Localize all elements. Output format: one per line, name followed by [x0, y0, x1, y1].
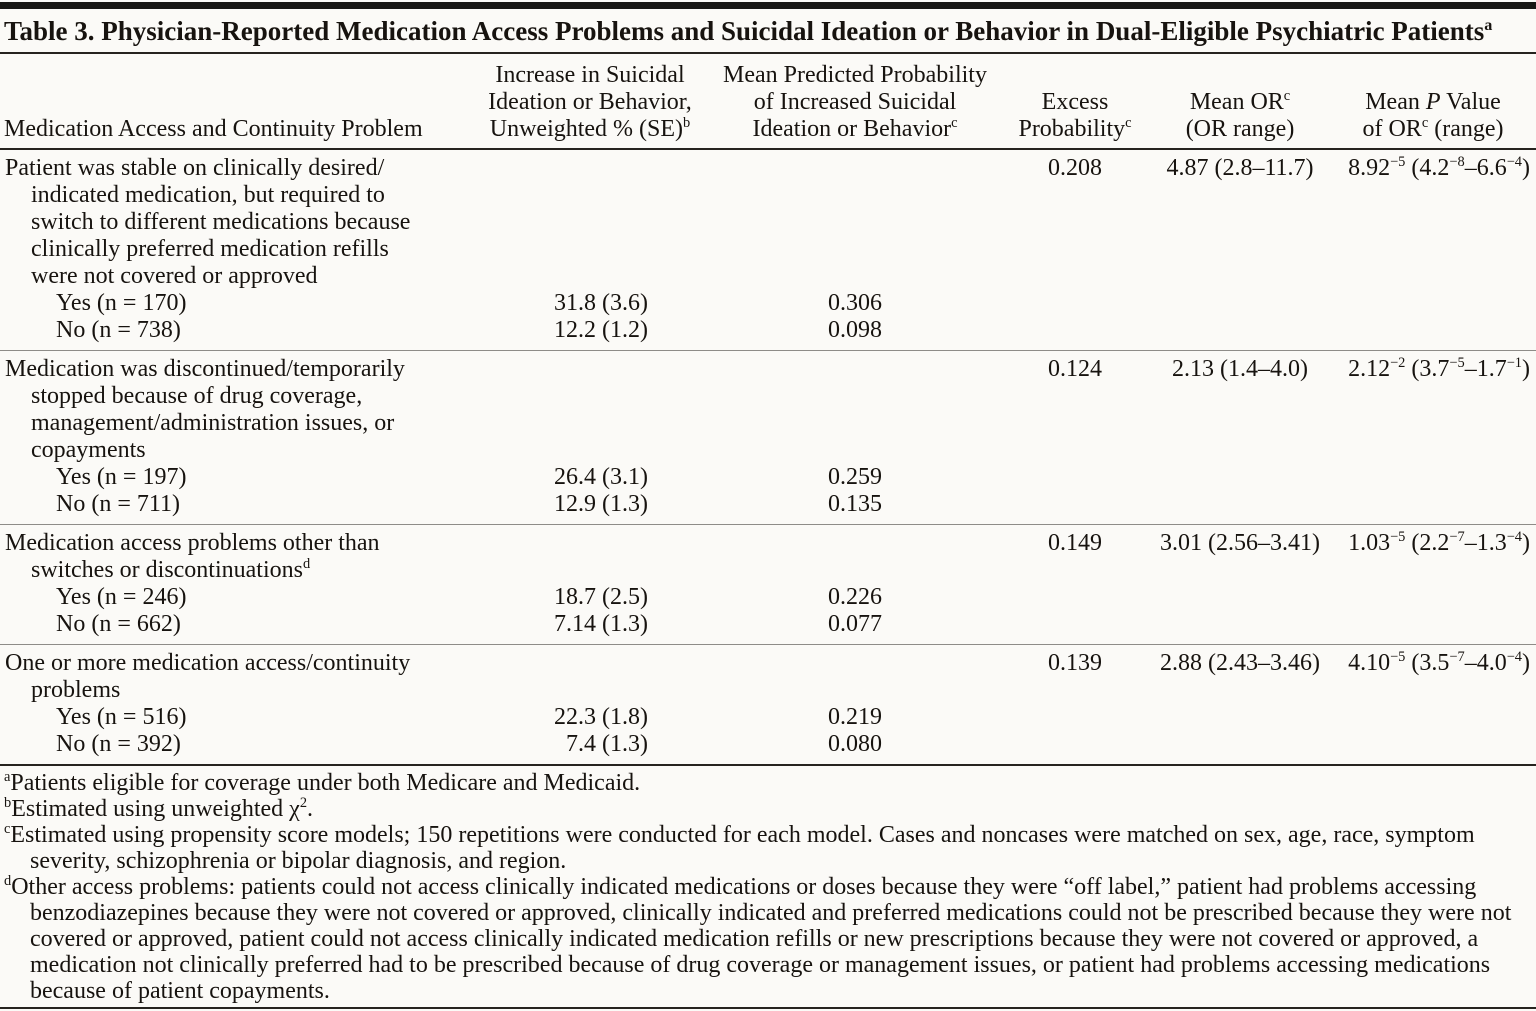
- footnote-marker: c: [4, 821, 11, 837]
- column-header-problem: Medication Access and Continuity Problem: [0, 54, 470, 150]
- top-heavy-rule: [0, 2, 1536, 9]
- column-header-increase-unweighted: Increase in Suicidal Ideation or Behavior…: [470, 54, 710, 150]
- table-title-footnote-marker: a: [1484, 16, 1493, 34]
- row-label: Yes (n = 516): [56, 704, 187, 730]
- row-label: Medication access problems other than swi…: [5, 530, 380, 583]
- table-row-group-label: Medication was discontinued/temporarily s…: [0, 351, 1536, 465]
- mean-predicted-probability-value: 0.080: [828, 731, 882, 757]
- table-title: Table 3. Physician-Reported Medication A…: [0, 9, 1536, 54]
- footnote-text: Patients eligible for coverage under bot…: [10, 770, 641, 796]
- table-row-yes: Yes (n = 516) 22.3 (1.8) 0.219: [0, 704, 1536, 731]
- table-row-no: No (n = 392) 7.4 (1.3) 0.080: [0, 731, 1536, 765]
- footnote-marker: d: [4, 873, 12, 889]
- mean-predicted-probability-value: 0.306: [828, 290, 882, 316]
- mean-predicted-probability-value: 0.226: [828, 584, 882, 610]
- increase-pct-se-value: 7.14 (1.3): [470, 611, 710, 645]
- mean-p-value: 4.10−5 (3.5−7–4.0−4): [1348, 649, 1530, 676]
- increase-pct-se-value: 26.4 (3.1): [554, 464, 648, 490]
- mean-predicted-probability-value: 0.259: [828, 464, 882, 490]
- row-label: Patient was stable on clinically desired…: [5, 155, 411, 289]
- table3: Medication Access and Continuity Problem…: [0, 54, 1536, 766]
- table-row-yes: Yes (n = 246) 18.7 (2.5) 0.226: [0, 584, 1536, 611]
- footnote-d: dOther access problems: patients could n…: [4, 874, 1526, 1004]
- footnote-marker: b: [4, 795, 12, 811]
- mean-or-value: 3.01 (2.56–3.41): [1160, 530, 1320, 556]
- column-header-mean-p-value: Mean P Value of ORc (range): [1330, 54, 1536, 150]
- row-label: No (n = 738): [0, 317, 470, 351]
- table-row-no: No (n = 738) 12.2 (1.2) 0.098: [0, 317, 1536, 351]
- table-row-yes: Yes (n = 197) 26.4 (3.1) 0.259: [0, 464, 1536, 491]
- increase-pct-se-value: 22.3 (1.8): [554, 704, 648, 730]
- mean-or-value: 2.88 (2.43–3.46): [1160, 650, 1320, 676]
- footnote-c: cEstimated using propensity score models…: [4, 822, 1526, 874]
- mean-p-value: 2.12−2 (3.7−5–1.7−1): [1348, 355, 1530, 382]
- table-title-text: Table 3. Physician-Reported Medication A…: [4, 16, 1485, 46]
- mean-or-value: 4.87 (2.8–11.7): [1166, 155, 1314, 181]
- mean-predicted-probability-value: 0.219: [828, 704, 882, 730]
- table-row-group-label: One or more medication access/continuity…: [0, 645, 1536, 705]
- increase-pct-se-value: 31.8 (3.6): [554, 290, 648, 316]
- table-row-yes: Yes (n = 170) 31.8 (3.6) 0.306: [0, 290, 1536, 317]
- row-label: No (n = 392): [56, 731, 181, 757]
- table-row-group-label: Medication access problems other than swi…: [0, 525, 1536, 585]
- excess-probability-value: 0.208: [1048, 155, 1102, 181]
- mean-p-value: 1.03−5 (2.2−7–1.3−4): [1348, 529, 1530, 556]
- row-label: No (n = 662): [0, 611, 470, 645]
- row-label: Medication was discontinued/temporarily s…: [5, 356, 405, 463]
- footnote-text: Other access problems: patients could no…: [11, 874, 1512, 1004]
- row-label: No (n = 711): [0, 491, 470, 525]
- mean-predicted-probability-value: 0.135: [710, 491, 1000, 525]
- row-label: Yes (n = 197): [56, 464, 187, 490]
- footnotes-section: aPatients eligible for coverage under bo…: [0, 766, 1536, 1009]
- header-row: Medication Access and Continuity Problem…: [0, 54, 1536, 150]
- row-label: Yes (n = 246): [56, 584, 187, 610]
- increase-pct-se-value: 18.7 (2.5): [554, 584, 648, 610]
- footnote-text: Estimated using propensity score models;…: [10, 822, 1475, 874]
- mean-p-value: 8.92−5 (4.2−8–6.6−4): [1348, 154, 1530, 181]
- excess-probability-value: 0.124: [1048, 356, 1102, 382]
- increase-pct-se-value: 7.4 (1.3): [566, 731, 648, 757]
- mean-or-value: 2.13 (1.4–4.0): [1172, 356, 1308, 382]
- table-row-group-label: Patient was stable on clinically desired…: [0, 149, 1536, 290]
- mean-predicted-probability-value: 0.077: [710, 611, 1000, 645]
- increase-pct-se-value: 12.2 (1.2): [470, 317, 710, 351]
- column-header-mean-predicted-probability: Mean Predicted Probability of Increased S…: [710, 54, 1000, 150]
- footnote-text: Estimated using unweighted χ2.: [11, 795, 314, 822]
- column-header-excess-probability: Excess Probabilityc: [1000, 54, 1150, 150]
- row-label: Yes (n = 170): [56, 290, 187, 316]
- table-row-no: No (n = 711) 12.9 (1.3) 0.135: [0, 491, 1536, 525]
- footnote-a: aPatients eligible for coverage under bo…: [4, 770, 1526, 796]
- footnote-b: bEstimated using unweighted χ2.: [4, 796, 1526, 822]
- excess-probability-value: 0.149: [1048, 530, 1102, 556]
- column-header-mean-or: Mean ORc (OR range): [1150, 54, 1330, 150]
- footnote-marker: a: [4, 769, 11, 785]
- increase-pct-se-value: 12.9 (1.3): [470, 491, 710, 525]
- excess-probability-value: 0.139: [1048, 650, 1102, 676]
- table-row-no: No (n = 662) 7.14 (1.3) 0.077: [0, 611, 1536, 645]
- row-label: One or more medication access/continuity…: [5, 650, 411, 703]
- mean-predicted-probability-value: 0.098: [710, 317, 1000, 351]
